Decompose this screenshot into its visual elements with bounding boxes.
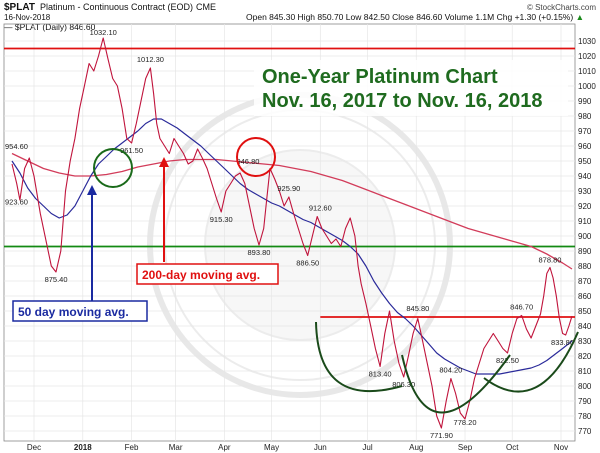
chart-annotations: One-Year Platinum Chart Nov. 16, 2017 to… — [12, 60, 579, 414]
price-label: 923.60 — [5, 198, 28, 207]
y-tick-label: 880 — [578, 262, 592, 271]
x-axis-ticks: Dec 2018 Feb Mar Apr May Jun Jul Aug Sep Oct Nov — [27, 443, 568, 452]
price-labels: 954.60 923.60 875.40 1032.10 1012.30 961.50 94… — [5, 28, 574, 440]
annotation-title-line2: Nov. 16, 2017 to Nov. 16, 2018 — [262, 90, 543, 112]
price-label: 1032.10 — [90, 28, 117, 37]
watermark-coin — [147, 92, 453, 398]
price-label: 878.80 — [539, 256, 562, 265]
price-label: 771.90 — [430, 431, 453, 440]
price-label: 806.30 — [392, 380, 415, 389]
y-tick-label: 940 — [578, 172, 592, 181]
price-label: 886.50 — [296, 259, 319, 268]
x-tick-label: Jun — [314, 443, 327, 452]
annotation-title-line1: One-Year Platinum Chart — [262, 66, 498, 88]
y-tick-label: 960 — [578, 142, 592, 151]
y-tick-label: 1010 — [578, 67, 596, 76]
y-axis-ticks: 770 780 790 800 810 820 830 840 850 860 870 880 890 9… — [578, 37, 596, 436]
price-label: 822.50 — [496, 356, 519, 365]
y-tick-label: 950 — [578, 157, 592, 166]
price-label: 893.80 — [247, 248, 270, 257]
y-tick-label: 820 — [578, 352, 592, 361]
symbol: $PLAT — [4, 2, 35, 13]
x-tick-label: Dec — [27, 443, 41, 452]
base-arc-3 — [483, 331, 579, 393]
y-tick-label: 870 — [578, 277, 592, 286]
x-tick-label: 2018 — [74, 443, 92, 452]
y-tick-label: 770 — [578, 427, 592, 436]
price-label: 915.30 — [210, 215, 233, 224]
price-label: 946.80 — [236, 157, 259, 166]
x-tick-label: Jul — [362, 443, 372, 452]
x-tick-label: May — [264, 443, 279, 452]
y-tick-label: 900 — [578, 232, 592, 241]
y-tick-label: 980 — [578, 112, 592, 121]
x-tick-label: Sep — [458, 443, 473, 452]
ma200-label: 200-day moving avg. — [142, 268, 260, 282]
price-label: 954.60 — [5, 142, 28, 151]
base-arc-2 — [401, 354, 511, 414]
y-tick-label: 830 — [578, 337, 592, 346]
ohlc-readout: Open 845.30 High 850.70 Low 842.50 Close… — [246, 12, 584, 22]
ma-crossover-circle-green — [93, 148, 133, 188]
price-label: 833.80 — [551, 338, 574, 347]
plot-frame — [3, 23, 576, 442]
y-tick-label: 910 — [578, 217, 592, 226]
y-tick-label: 920 — [578, 202, 592, 211]
y-tick-label: 790 — [578, 397, 592, 406]
price-label: 846.70 — [510, 303, 533, 312]
horizontal-levels — [4, 47, 575, 318]
y-tick-label: 970 — [578, 127, 592, 136]
y-tick-label: 780 — [578, 412, 592, 421]
exchange: CME — [196, 2, 216, 12]
price-label: 875.40 — [45, 275, 68, 284]
x-tick-label: Apr — [218, 443, 231, 452]
y-tick-label: 800 — [578, 382, 592, 391]
series — [11, 37, 573, 429]
y-tick-label: 810 — [578, 367, 592, 376]
price-label: 961.50 — [120, 146, 143, 155]
base-arc-1 — [315, 321, 403, 393]
ma50-label-box — [12, 300, 148, 322]
y-tick-label: 860 — [578, 292, 592, 301]
title-box — [254, 60, 568, 116]
y-tick-label: 1030 — [578, 37, 596, 46]
ma200-label-box — [136, 263, 279, 285]
ma50-series-line — [11, 118, 573, 375]
chart-date: 16-Nov-2018 — [4, 13, 51, 22]
x-tick-label: Feb — [125, 443, 139, 452]
y-tick-label: 930 — [578, 187, 592, 196]
y-tick-label: 1020 — [578, 52, 596, 61]
price-label: 925.90 — [277, 184, 300, 193]
y-tick-label: 850 — [578, 307, 592, 316]
price-series-line — [11, 37, 573, 429]
price-label: 778.20 — [454, 418, 477, 427]
y-tick-label: 1000 — [578, 82, 596, 91]
price-label: 804.20 — [439, 366, 462, 375]
chart-header: $PLAT Platinum - Continuous Contract (EO… — [4, 2, 596, 32]
copyright: © StockCharts.com — [527, 3, 596, 12]
y-tick-label: 890 — [578, 247, 592, 256]
description: Platinum - Continuous Contract (EOD) — [40, 2, 193, 12]
price-label: 912.60 — [309, 204, 332, 213]
price-legend: — $PLAT (Daily) 846.60 — [4, 22, 96, 32]
price-label: 1012.30 — [137, 55, 164, 64]
ma-crossover-circle-red — [236, 137, 276, 177]
x-tick-label: Aug — [409, 443, 423, 452]
x-tick-label: Mar — [169, 443, 183, 452]
y-tick-label: 990 — [578, 97, 592, 106]
ma50-label: 50 day moving avg. — [18, 305, 129, 319]
x-tick-label: Oct — [506, 443, 519, 452]
price-label: 845.80 — [406, 304, 429, 313]
y-tick-label: 840 — [578, 322, 592, 331]
price-label: 813.40 — [369, 370, 392, 379]
ma200-series-line — [11, 152, 573, 270]
x-tick-label: Nov — [554, 443, 568, 452]
